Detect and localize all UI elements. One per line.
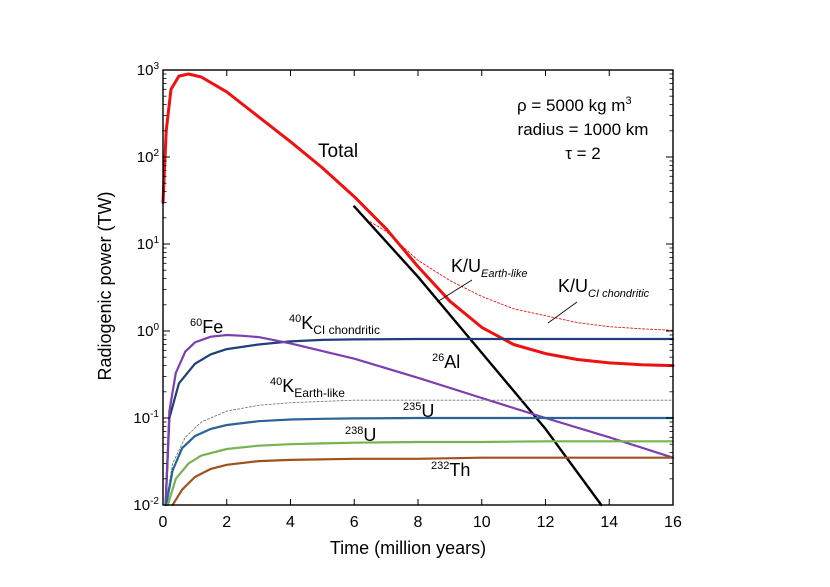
label-k40-earth-sup: 40: [270, 376, 282, 388]
label-k40-ci-main: K: [301, 313, 313, 333]
x-tick-label: 10: [473, 514, 491, 531]
label-ku-earth-main: K/U: [451, 256, 481, 276]
label-u238-sup: 238: [345, 425, 363, 437]
label-u235-main: U: [421, 401, 434, 421]
y-tick-label: 100: [137, 322, 160, 340]
label-ku-earth: K/UEarth-like: [451, 256, 527, 280]
x-axis-title: Time (million years): [330, 538, 486, 558]
y-axis-title: Radiogenic power (TW): [95, 191, 115, 380]
label-th232-sup: 232: [431, 460, 449, 472]
label-k40-earth-sub: Earth-like: [294, 386, 345, 400]
leader-ku-earth: [436, 279, 473, 303]
param-rho-exp: 3: [625, 95, 631, 107]
label-th232-main: Th: [449, 460, 470, 480]
series-fe60: [164, 333, 675, 507]
label-k40-earth: 40KEarth-like: [270, 376, 345, 400]
series-total: [161, 72, 675, 368]
x-tick-label: 0: [159, 514, 168, 531]
param-rho-text: ρ = 5000 kg m: [517, 96, 625, 115]
series-al26: [353, 205, 603, 507]
series-th232: [171, 456, 675, 507]
series-ku_earth: [369, 221, 674, 331]
label-k40-ci-sub: CI chondritic: [313, 323, 380, 337]
label-u238-main: U: [363, 425, 376, 445]
label-fe60-sup: 60: [190, 317, 202, 329]
param-rho: ρ = 5000 kg m3: [517, 95, 632, 115]
param-tau: τ = 2: [565, 144, 601, 163]
x-tick-label: 4: [286, 514, 295, 531]
label-ku-ci: K/UCI chondritic: [558, 276, 650, 300]
label-u235-sup: 235: [403, 401, 421, 413]
x-tick-label: 8: [414, 514, 423, 531]
y-tick-label: 102: [137, 148, 160, 166]
label-th232: 232Th: [431, 460, 470, 480]
label-al26: 26Al: [432, 352, 460, 372]
series-k40ci: [164, 337, 675, 507]
label-fe60-main: Fe: [202, 317, 223, 337]
label-ku-ci-main: K/U: [558, 276, 588, 296]
x-tick-label: 14: [600, 514, 618, 531]
series-u235: [165, 416, 675, 507]
label-ku-ci-sub: CI chondritic: [588, 288, 650, 300]
label-al26-sup: 26: [432, 352, 444, 364]
x-tick-label: 6: [350, 514, 359, 531]
label-al26-main: Al: [444, 352, 460, 372]
ticks: 0 2 4 6 8 10 12 14 16 10-2 10-1 100 101 102 103: [133, 61, 682, 531]
series-u238: [166, 440, 675, 507]
param-radius: radius = 1000 km: [518, 120, 649, 139]
y-tick-label: 103: [137, 61, 160, 79]
label-k40-ci: 40KCI chondritic: [289, 313, 380, 337]
label-u238: 238U: [345, 425, 376, 445]
x-tick-label: 16: [664, 514, 682, 531]
label-k40-ci-sup: 40: [289, 313, 301, 325]
y-tick-label: 10-1: [133, 409, 159, 427]
x-tick-label: 2: [222, 514, 231, 531]
y-tick-label: 101: [137, 235, 160, 253]
label-ku-earth-sub: Earth-like: [481, 268, 527, 280]
series-k40earth: [165, 399, 674, 506]
leader-ku-ci: [547, 301, 578, 324]
label-u235: 235U: [403, 401, 434, 421]
label-fe60: 60Fe: [190, 317, 223, 337]
x-tick-label: 12: [537, 514, 555, 531]
label-k40-earth-main: K: [282, 376, 294, 396]
label-total: Total: [318, 141, 358, 162]
series-layer: [161, 72, 675, 507]
y-tick-label: 10-2: [133, 496, 159, 514]
